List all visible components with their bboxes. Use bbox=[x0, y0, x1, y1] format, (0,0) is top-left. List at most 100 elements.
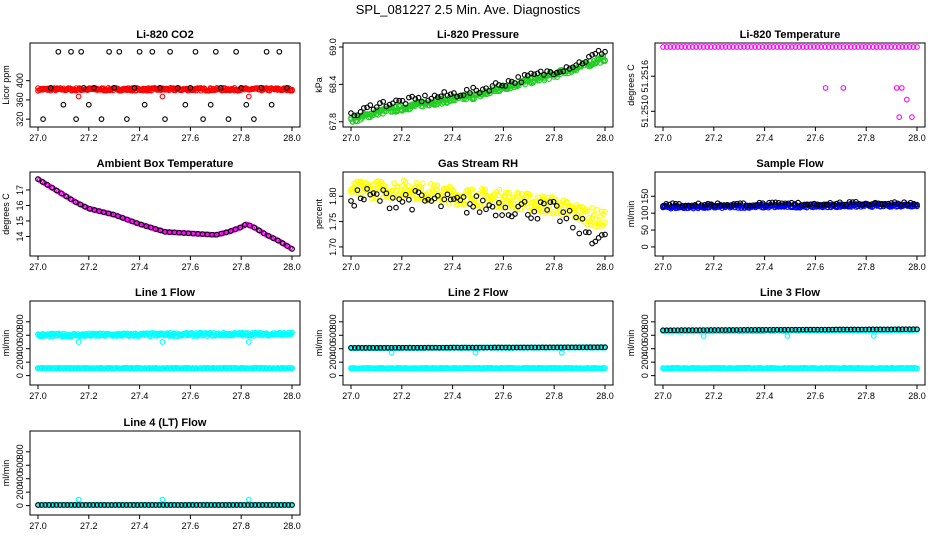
data-point bbox=[576, 59, 583, 65]
data-point bbox=[517, 344, 524, 351]
data-point bbox=[440, 99, 447, 106]
data-point bbox=[875, 200, 882, 207]
data-point bbox=[791, 201, 798, 207]
data-point bbox=[457, 92, 464, 99]
data-point bbox=[788, 44, 795, 50]
data-point bbox=[289, 502, 295, 508]
data-point bbox=[476, 344, 483, 351]
data-point bbox=[116, 502, 122, 508]
y-tick-label: 17 bbox=[15, 185, 25, 195]
y-tick-label: 69.0 bbox=[328, 38, 338, 56]
data-point bbox=[663, 200, 670, 207]
data-point bbox=[457, 197, 464, 204]
y-tick-label: 0 bbox=[640, 244, 650, 249]
data-point bbox=[482, 186, 489, 193]
data-point bbox=[849, 199, 856, 205]
data-point bbox=[436, 344, 443, 351]
data-point bbox=[781, 326, 788, 333]
data-point bbox=[510, 344, 516, 351]
data-point bbox=[807, 44, 814, 50]
data-point bbox=[80, 85, 87, 91]
data-point bbox=[726, 327, 733, 333]
data-point bbox=[228, 228, 234, 234]
data-point bbox=[531, 71, 538, 78]
data-point bbox=[454, 93, 460, 100]
data-point bbox=[744, 44, 751, 50]
x-tick-label: 27.6 bbox=[495, 391, 513, 401]
x-tick-label: 27.2 bbox=[393, 391, 411, 401]
data-point bbox=[600, 222, 607, 228]
data-point bbox=[715, 327, 722, 333]
data-point bbox=[465, 344, 472, 351]
data-point bbox=[141, 502, 148, 508]
data-point bbox=[488, 344, 494, 351]
data-point bbox=[910, 200, 917, 207]
data-point bbox=[373, 344, 380, 351]
data-point bbox=[361, 196, 367, 203]
data-point bbox=[602, 48, 608, 55]
series-black bbox=[348, 185, 608, 247]
data-point bbox=[722, 44, 729, 50]
data-point bbox=[814, 201, 821, 208]
data-point bbox=[583, 344, 590, 351]
data-point bbox=[391, 180, 397, 186]
data-point bbox=[479, 86, 486, 93]
data-point bbox=[131, 85, 138, 91]
data-point bbox=[569, 224, 576, 231]
data-point bbox=[818, 44, 825, 50]
data-point bbox=[212, 48, 219, 55]
data-point bbox=[138, 502, 144, 508]
data-point bbox=[483, 85, 489, 92]
x-tick-label: 27.6 bbox=[182, 521, 200, 531]
data-point bbox=[71, 331, 78, 337]
data-layer bbox=[348, 47, 608, 125]
data-point bbox=[60, 101, 67, 108]
series-main bbox=[35, 85, 295, 94]
data-point bbox=[407, 344, 413, 351]
data-point bbox=[413, 179, 420, 186]
data-point bbox=[351, 202, 358, 209]
data-point bbox=[141, 101, 148, 108]
data-point bbox=[591, 344, 597, 351]
data-point bbox=[245, 496, 252, 503]
data-point bbox=[46, 502, 52, 508]
data-point bbox=[35, 502, 41, 508]
data-point bbox=[410, 192, 417, 199]
data-point bbox=[777, 326, 784, 333]
data-point bbox=[420, 180, 426, 187]
data-point bbox=[573, 202, 580, 208]
data-point bbox=[741, 327, 747, 333]
y-tick-label: 1.80 bbox=[328, 188, 338, 206]
data-point bbox=[685, 327, 692, 333]
data-point bbox=[840, 85, 847, 91]
data-point bbox=[230, 502, 236, 508]
data-point bbox=[551, 209, 557, 215]
data-point bbox=[418, 344, 424, 351]
data-point bbox=[406, 196, 412, 203]
data-point bbox=[598, 344, 605, 351]
data-point bbox=[584, 208, 591, 214]
data-point bbox=[492, 212, 499, 219]
data-point bbox=[463, 209, 470, 216]
x-tick-label: 28.0 bbox=[283, 521, 301, 531]
data-point bbox=[800, 44, 806, 50]
data-point bbox=[396, 344, 402, 351]
data-point bbox=[846, 199, 853, 205]
x-tick-label: 27.4 bbox=[131, 391, 149, 401]
data-point bbox=[689, 327, 696, 333]
data-point bbox=[899, 44, 906, 50]
data-point bbox=[232, 226, 239, 233]
data-point bbox=[415, 189, 422, 196]
data-point bbox=[134, 502, 141, 508]
data-point bbox=[752, 327, 758, 333]
data-point bbox=[167, 502, 174, 508]
data-point bbox=[182, 101, 189, 108]
data-point bbox=[175, 502, 181, 508]
data-point bbox=[499, 212, 505, 218]
data-point bbox=[885, 200, 891, 207]
data-point bbox=[256, 502, 262, 508]
data-point bbox=[696, 327, 703, 333]
plot-frame bbox=[342, 171, 614, 257]
data-point bbox=[719, 327, 725, 333]
